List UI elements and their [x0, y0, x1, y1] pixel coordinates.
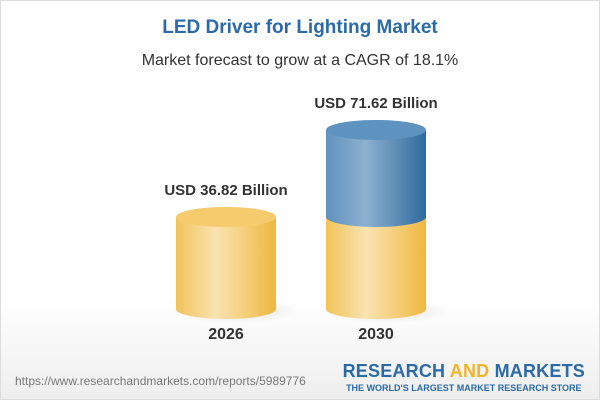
chart-subtitle: Market forecast to grow at a CAGR of 18.…	[141, 52, 459, 69]
research-and-markets-logo: RESEARCH AND MARKETS THE WORLD'S LARGEST…	[343, 361, 585, 393]
logo-word: AND	[449, 361, 490, 381]
data-label: USD 71.62 Billion	[314, 95, 437, 112]
bar-2030-top	[326, 119, 426, 140]
logo-word: MARKETS	[494, 361, 585, 381]
category-label: 2030	[358, 326, 394, 343]
bar-2026-top	[176, 206, 276, 227]
bar-2026-base	[176, 216, 276, 319]
chart-title: LED Driver for Lighting Market	[162, 17, 438, 38]
source-url[interactable]: https://www.researchandmarkets.com/repor…	[15, 374, 306, 388]
logo-word: RESEARCH	[342, 361, 446, 381]
bar-2030-base	[326, 216, 426, 319]
data-label: USD 36.82 Billion	[164, 182, 287, 199]
bar-2030-growth	[326, 129, 426, 227]
category-label: 2026	[208, 326, 244, 343]
logo-tagline: THE WORLD'S LARGEST MARKET RESEARCH STOR…	[346, 383, 582, 393]
